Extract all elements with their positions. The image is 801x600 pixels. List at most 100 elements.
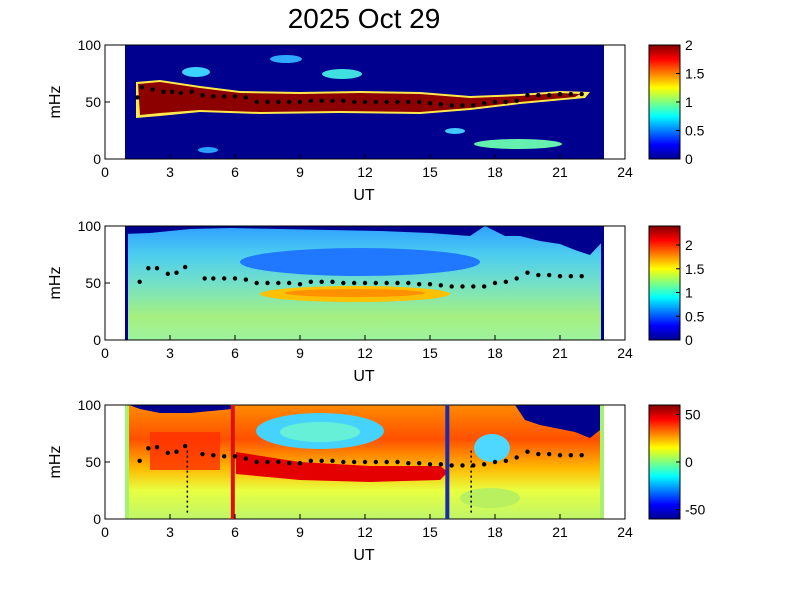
panel-3-peak-marker [492, 459, 498, 465]
panel-3-xtick-label: 0 [101, 524, 109, 540]
panel-2-peak-marker [341, 280, 346, 286]
panel-3-peak-marker [427, 462, 433, 467]
panel-2-cbar-tick-label: 0 [685, 332, 693, 348]
panel-1-peak-marker [178, 90, 184, 96]
panel-1-peak-marker [579, 91, 584, 97]
panel-1-peak-marker [460, 103, 465, 108]
panel-2-cbar-tick-label: 1 [685, 285, 693, 301]
panel-3-xtick-label: 24 [617, 524, 633, 540]
panel-2-peak-marker [254, 280, 259, 286]
panel-3-ylabel: mHz [47, 446, 64, 479]
panel-3-peak-marker [137, 458, 142, 464]
panel-3-peak-marker [341, 459, 346, 465]
panel-2-peak-marker [243, 277, 249, 282]
panel-2-peak-marker [174, 270, 179, 275]
panel-1-peak-marker [525, 92, 530, 98]
panel-1-peak-marker [150, 87, 155, 92]
panel-3-peak-marker [557, 452, 563, 458]
panel-2-peak-marker [536, 272, 541, 278]
panel-3-peak-marker [265, 459, 270, 465]
panel-1-ytick-label: 100 [78, 37, 102, 53]
panel-3-peak-marker [416, 460, 422, 466]
panel-2-xlabel: UT [353, 368, 375, 385]
panel-1-peak-marker [471, 103, 476, 108]
panel-2-peak-marker [221, 276, 227, 281]
panel-1-peak-marker [492, 99, 498, 105]
panel-1-peak-marker [276, 99, 281, 105]
panel-1-x-ticks: 0 3 6 9 12 15 18 21 24 [101, 154, 633, 180]
panel-2-peak-marker [286, 280, 292, 286]
panel-1-peak-marker [362, 99, 368, 105]
panel-2-peak-marker [165, 271, 171, 277]
panel-1-peak-marker [416, 99, 422, 105]
panel-1-peak-marker [161, 89, 166, 94]
panel-2-peak-marker [182, 264, 188, 270]
panel-3-peak-marker [308, 458, 314, 464]
panel-2-xtick-label: 12 [357, 345, 373, 361]
panel-3-right-strip [600, 405, 604, 519]
panel-1-peak-marker [200, 92, 205, 98]
panel-2-right-edge [601, 226, 604, 340]
panel-2-peak-marker [384, 280, 389, 286]
panel-1-peak-marker [243, 95, 249, 100]
panel-2-peak-marker [449, 284, 454, 289]
panel-2-peak-marker [395, 280, 400, 286]
panel-3-peak-marker [449, 463, 454, 468]
panel-2-peak-marker [514, 276, 519, 281]
panel-3-peak-marker [351, 459, 357, 465]
panel-1-cbar-tick-label: 1 [685, 94, 693, 110]
panel-3-colorbar [648, 404, 681, 520]
panel-2-xtick-label: 3 [166, 345, 174, 361]
panel-3-peak-marker [362, 459, 368, 465]
panel-1-blob-d [474, 139, 562, 149]
panel-3-peak-marker [286, 460, 292, 466]
panel-3-peak-marker [211, 452, 216, 458]
panel-2-peak-marker [438, 283, 444, 288]
panel-2-xtick-label: 18 [487, 345, 503, 361]
panel-2-peak-marker [276, 280, 281, 286]
panel-2-peak-marker [319, 279, 324, 285]
panel-1-colorbar [648, 44, 681, 160]
panel-2-peak-markers [137, 264, 584, 289]
panel-3-ytick-label: 50 [85, 454, 101, 470]
panel-1-peak-marker [139, 84, 145, 90]
panel-1-blob-e [198, 147, 218, 153]
panel-2-peak-marker [154, 265, 160, 271]
panel-1-peak-marker [536, 92, 541, 98]
panel-3-xtick-label: 18 [487, 524, 503, 540]
panel-3-mid-cool [474, 434, 510, 462]
panel-1-blob-a [182, 67, 210, 77]
panel-3-xtick-label: 9 [296, 524, 304, 540]
panel-2-ytick-label: 0 [93, 332, 101, 348]
panel-1-peak-marker [373, 99, 379, 105]
panel-2-colorbar [648, 225, 681, 341]
panel-1-peak-marker [169, 89, 175, 94]
panel-2-spectrogram [125, 226, 604, 340]
panel-1-peak-markers [135, 84, 584, 108]
panel-1-cbar-tick-label: 0 [685, 151, 693, 167]
panel-1-peak-marker [481, 100, 487, 106]
panel-2-cbar-tick-label: 2 [685, 237, 693, 253]
panel-1-peak-marker [546, 92, 552, 98]
panel-1-xtick-label: 15 [422, 164, 438, 180]
panel-3-top-cap-left [129, 405, 232, 413]
panel-3-xtick-label: 3 [166, 524, 174, 540]
panel-3-peak-marker [330, 458, 335, 464]
panel-1-peak-marker [384, 99, 389, 105]
panel-2-dark-lobe [240, 248, 480, 276]
panel-3-peak-marker [438, 462, 444, 467]
panel-3-peak-marker [221, 454, 227, 459]
panel-2-peak-marker [211, 276, 216, 281]
panel-1-xtick-label: 18 [487, 164, 503, 180]
panel-1-peak-marker [438, 102, 444, 107]
panel-3-peak-marker [406, 460, 411, 466]
panel-2-peak-marker [406, 280, 411, 286]
panel-3-peak-marker [373, 459, 379, 465]
panel-3-peak-marker [546, 451, 552, 457]
panel-1-peak-marker [568, 91, 574, 97]
panel-2-peak-marker [308, 279, 314, 285]
panel-2-colorbar-ticks: 0 0.5 1 1.5 2 [676, 237, 705, 348]
panel-2-peak-marker [568, 273, 574, 279]
panel-3-peak-marker [297, 460, 303, 466]
